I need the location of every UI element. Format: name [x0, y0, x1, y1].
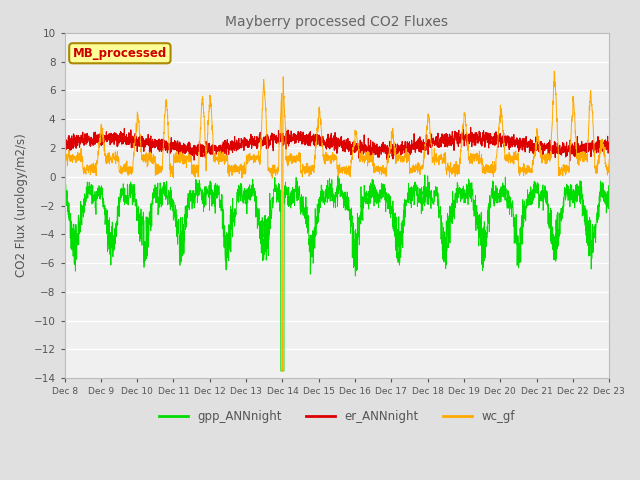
gpp_ANNnight: [277, 368, 285, 374]
gpp_ANNnight: [61, 179, 68, 185]
wc_gf: [470, 153, 477, 158]
Line: wc_gf: wc_gf: [65, 71, 609, 371]
gpp_ANNnight: [441, 238, 449, 244]
wc_gf: [441, 155, 449, 161]
Legend: gpp_ANNnight, er_ANNnight, wc_gf: gpp_ANNnight, er_ANNnight, wc_gf: [154, 405, 520, 428]
er_ANNnight: [467, 125, 474, 131]
er_ANNnight: [510, 138, 518, 144]
gpp_ANNnight: [421, 172, 429, 178]
er_ANNnight: [406, 147, 413, 153]
gpp_ANNnight: [406, 191, 413, 196]
Text: MB_processed: MB_processed: [73, 47, 167, 60]
Title: Mayberry processed CO2 Fluxes: Mayberry processed CO2 Fluxes: [225, 15, 449, 29]
er_ANNnight: [470, 135, 477, 141]
er_ANNnight: [605, 142, 613, 148]
Line: gpp_ANNnight: gpp_ANNnight: [65, 175, 609, 371]
wc_gf: [550, 68, 558, 74]
gpp_ANNnight: [470, 200, 477, 205]
gpp_ANNnight: [605, 192, 613, 198]
gpp_ANNnight: [510, 240, 518, 246]
wc_gf: [234, 166, 241, 172]
Line: er_ANNnight: er_ANNnight: [65, 128, 609, 161]
er_ANNnight: [234, 140, 241, 145]
gpp_ANNnight: [441, 229, 449, 235]
er_ANNnight: [61, 135, 68, 141]
wc_gf: [61, 154, 68, 160]
er_ANNnight: [566, 158, 573, 164]
wc_gf: [510, 149, 518, 155]
gpp_ANNnight: [234, 198, 241, 204]
wc_gf: [605, 157, 613, 163]
er_ANNnight: [441, 143, 449, 148]
wc_gf: [441, 160, 449, 166]
er_ANNnight: [440, 138, 448, 144]
wc_gf: [406, 169, 413, 175]
wc_gf: [278, 368, 285, 374]
Y-axis label: CO2 Flux (urology/m2/s): CO2 Flux (urology/m2/s): [15, 134, 28, 277]
